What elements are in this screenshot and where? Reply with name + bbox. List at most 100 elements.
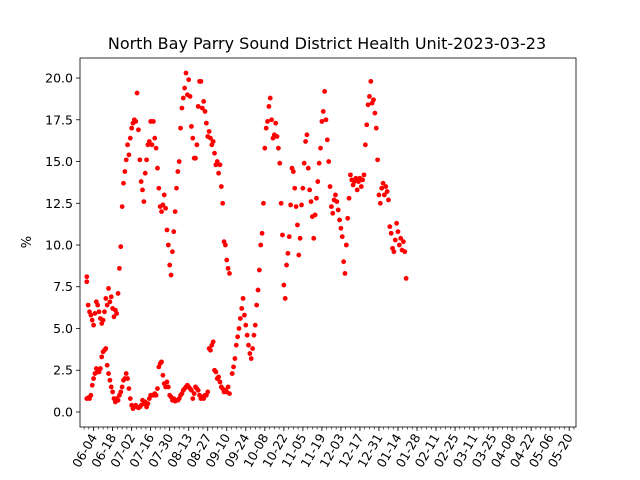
data-point	[227, 270, 232, 276]
data-point	[261, 200, 266, 206]
data-point	[88, 312, 94, 318]
data-point	[376, 192, 382, 198]
data-point	[339, 234, 345, 240]
data-point	[126, 386, 132, 391]
data-point	[91, 322, 96, 328]
data-point	[175, 169, 181, 174]
data-point	[189, 124, 194, 129]
data-point	[108, 294, 114, 300]
y-tick-label: 20.0	[45, 71, 73, 86]
data-point	[155, 165, 160, 171]
data-point	[205, 389, 211, 395]
data-point	[213, 369, 219, 375]
y-tick-label: 15.0	[45, 154, 73, 169]
data-point	[152, 135, 158, 141]
data-point	[342, 270, 348, 276]
data-point	[159, 359, 164, 365]
data-point	[108, 384, 114, 390]
data-point	[91, 376, 96, 381]
data-point	[160, 372, 166, 378]
data-point	[178, 125, 183, 131]
data-point	[353, 175, 359, 181]
data-point	[384, 189, 390, 194]
data-point	[85, 302, 91, 308]
data-point	[141, 199, 147, 204]
data-point	[278, 200, 284, 206]
data-point	[164, 379, 170, 385]
data-point	[187, 94, 193, 99]
data-point	[320, 109, 326, 114]
data-point	[95, 302, 101, 308]
data-point	[216, 374, 222, 380]
data-point	[254, 302, 260, 308]
data-point	[195, 104, 201, 109]
data-point	[171, 229, 177, 235]
data-point	[111, 314, 117, 320]
data-point	[263, 125, 269, 131]
data-point	[255, 287, 261, 293]
data-point	[146, 139, 152, 144]
data-point	[208, 135, 213, 141]
data-point	[225, 384, 231, 390]
data-point	[319, 119, 325, 124]
data-point	[246, 342, 251, 348]
data-point	[180, 95, 186, 101]
data-point	[125, 142, 130, 148]
data-points	[84, 70, 409, 412]
data-point	[335, 207, 341, 213]
data-point	[223, 242, 228, 248]
data-point	[89, 317, 95, 323]
data-point	[212, 150, 217, 156]
data-point	[303, 139, 308, 144]
data-point	[206, 129, 212, 134]
data-point	[239, 306, 245, 311]
data-point	[328, 204, 334, 210]
data-point	[307, 187, 313, 193]
x-axis-ticks: 06-0406-1807-0207-1607-3008-1308-2709-10…	[69, 427, 576, 470]
y-tick-label: 12.5	[45, 196, 73, 211]
data-point	[84, 274, 90, 280]
data-point	[326, 159, 332, 164]
data-point	[172, 209, 178, 215]
data-point	[364, 122, 370, 128]
data-point	[377, 200, 383, 206]
data-point	[383, 184, 389, 189]
data-point	[251, 332, 257, 338]
data-point	[300, 185, 306, 191]
data-point	[208, 347, 213, 353]
data-point	[379, 185, 385, 191]
data-point	[176, 159, 182, 164]
data-point	[337, 217, 342, 223]
y-tick-label: 10.0	[45, 238, 73, 253]
data-point	[311, 235, 317, 241]
data-point	[284, 262, 289, 268]
data-point	[168, 272, 174, 278]
data-point	[330, 210, 336, 216]
data-point	[122, 169, 128, 174]
data-point	[153, 392, 159, 398]
data-point	[150, 119, 156, 124]
y-axis-label: %	[20, 236, 35, 248]
data-point	[396, 242, 402, 248]
data-point	[398, 235, 404, 241]
data-point	[258, 242, 264, 248]
data-point	[195, 387, 201, 393]
data-point	[236, 326, 242, 331]
data-point	[388, 230, 394, 236]
data-point	[129, 125, 135, 131]
data-point	[402, 249, 408, 255]
data-point	[102, 309, 107, 315]
data-point	[140, 187, 145, 193]
data-point	[97, 366, 103, 371]
data-point	[286, 234, 292, 240]
y-tick-label: 2.5	[53, 363, 73, 378]
data-point	[247, 351, 253, 356]
data-point	[358, 184, 364, 189]
data-point	[107, 299, 113, 305]
data-point	[401, 239, 406, 245]
data-point	[163, 205, 169, 211]
data-point	[233, 342, 239, 348]
data-point	[243, 322, 249, 328]
data-point	[190, 396, 196, 402]
